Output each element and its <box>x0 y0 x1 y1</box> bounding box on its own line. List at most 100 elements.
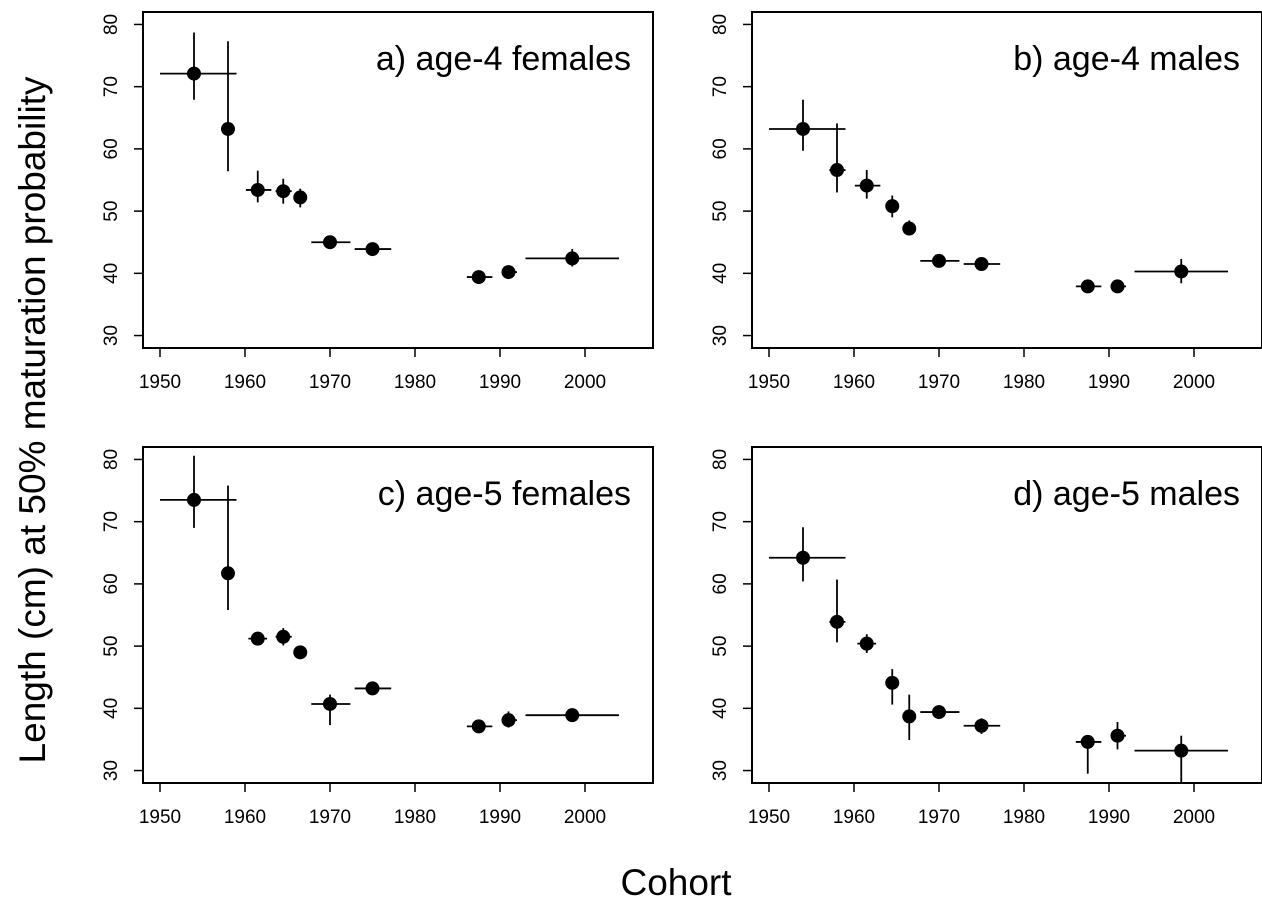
data-point <box>466 719 493 734</box>
data-point <box>1110 722 1126 750</box>
point-marker <box>830 163 844 178</box>
point-marker <box>1080 279 1095 294</box>
x-tick-label: 1950 <box>139 807 181 828</box>
point-marker <box>250 631 265 646</box>
data-point <box>275 628 292 646</box>
x-tick-label: 1960 <box>833 372 875 393</box>
y-tick-label: 50 <box>710 201 731 222</box>
panel-c: 1950 1960 1970 1980 1990 2000 30 40 50 60 70 80 c) a… <box>101 446 654 828</box>
y-tick-label: 40 <box>710 698 731 719</box>
point-marker <box>365 242 380 257</box>
point-marker <box>187 492 201 507</box>
point-marker <box>885 199 900 214</box>
x-tick-label: 1990 <box>479 807 521 828</box>
y-tick-label: 70 <box>710 511 731 532</box>
y-tick-label: 40 <box>710 263 731 284</box>
point-marker <box>323 235 337 250</box>
panel-title: a) age-4 females <box>376 40 631 78</box>
y-tick-label: 70 <box>710 76 731 97</box>
x-tick-label: 1970 <box>918 807 960 828</box>
y-tick-label: 70 <box>101 76 122 97</box>
data-point <box>293 188 308 208</box>
data-point <box>857 634 877 653</box>
data-point <box>311 235 351 250</box>
data-point <box>1134 735 1228 783</box>
point-marker <box>796 550 810 565</box>
point-marker <box>365 681 380 696</box>
point-marker <box>932 705 946 720</box>
x-tick-label: 1980 <box>394 372 436 393</box>
x-tick-label: 1950 <box>748 372 790 393</box>
data-point <box>275 178 292 204</box>
data-point <box>829 579 846 643</box>
x-tick-label: 2000 <box>1173 372 1215 393</box>
data-point <box>501 711 517 728</box>
point-marker <box>1080 734 1095 749</box>
data-point <box>354 681 392 696</box>
y-tick-label: 80 <box>101 14 122 35</box>
point-marker <box>902 221 917 236</box>
point-marker <box>885 675 900 690</box>
point-marker <box>250 182 265 197</box>
point-marker <box>221 566 235 581</box>
point-marker <box>859 178 874 193</box>
data-point <box>245 170 272 203</box>
y-tick-label: 30 <box>101 760 122 781</box>
data-point <box>769 527 846 582</box>
x-tick-label: 1970 <box>309 372 351 393</box>
data-point <box>902 220 917 236</box>
y-tick-label: 60 <box>101 573 122 594</box>
data-point <box>1134 259 1228 284</box>
plot-frame <box>751 11 1262 349</box>
x-tick-label: 1990 <box>1088 372 1130 393</box>
x-tick-label: 1960 <box>833 807 875 828</box>
y-tick-label: 30 <box>101 325 122 346</box>
panel-title: b) age-4 males <box>1013 40 1240 78</box>
data-point <box>160 455 237 528</box>
plot-frame <box>142 11 654 349</box>
data-point <box>501 265 517 280</box>
point-marker <box>974 257 989 271</box>
data-point <box>963 257 1001 271</box>
x-tick-label: 1990 <box>479 372 521 393</box>
x-tick-label: 1950 <box>748 807 790 828</box>
x-tick-label: 2000 <box>1173 807 1215 828</box>
data-point <box>902 694 917 741</box>
data-point <box>248 631 268 646</box>
data-point <box>854 170 881 199</box>
data-point <box>920 253 960 268</box>
point-marker <box>974 718 989 733</box>
data-point <box>354 242 392 257</box>
point-marker <box>501 265 516 280</box>
x-tick-label: 1980 <box>1003 372 1045 393</box>
data-point <box>885 669 900 705</box>
data-point <box>221 485 235 611</box>
data-point <box>1075 279 1102 294</box>
point-marker <box>1174 743 1189 758</box>
data-point <box>311 694 351 726</box>
point-marker <box>830 614 844 629</box>
point-marker <box>293 645 308 660</box>
point-marker <box>1174 264 1189 279</box>
point-marker <box>501 713 516 728</box>
point-marker <box>323 696 337 711</box>
point-marker <box>932 253 946 268</box>
x-tick-label: 1950 <box>139 372 181 393</box>
data-point <box>466 270 493 285</box>
point-marker <box>221 121 235 136</box>
panel-title: d) age-5 males <box>1013 475 1240 513</box>
point-marker <box>471 270 486 285</box>
data-point <box>221 41 235 172</box>
data-point <box>1110 279 1126 294</box>
data-point <box>963 718 1001 734</box>
y-tick-label: 80 <box>101 449 122 470</box>
panels: 1950 1960 1970 1980 1990 2000 30 40 50 60 70 80 a) a… <box>101 11 1262 828</box>
point-marker <box>859 636 874 651</box>
point-marker <box>796 121 810 136</box>
y-tick-label: 50 <box>101 636 122 657</box>
data-point <box>769 99 846 151</box>
data-point <box>160 32 237 100</box>
y-tick-label: 80 <box>710 14 731 35</box>
x-tick-label: 1960 <box>224 372 266 393</box>
